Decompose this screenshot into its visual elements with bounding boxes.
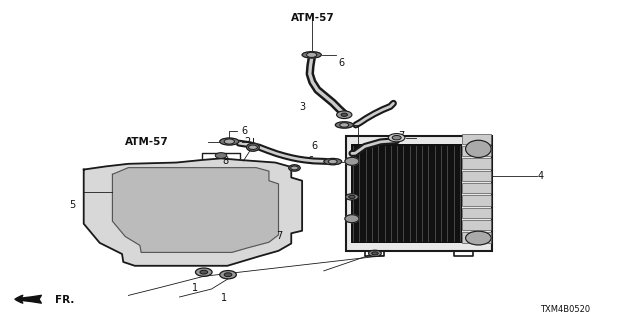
Circle shape — [349, 195, 355, 198]
Text: 6: 6 — [307, 156, 314, 166]
Ellipse shape — [466, 140, 491, 157]
Circle shape — [220, 270, 236, 279]
Circle shape — [392, 135, 401, 140]
Circle shape — [328, 159, 337, 164]
Text: 6: 6 — [241, 126, 248, 136]
Text: 4: 4 — [537, 171, 543, 181]
Circle shape — [340, 123, 349, 127]
Bar — [462, 146, 490, 156]
Bar — [462, 208, 490, 218]
Polygon shape — [113, 168, 278, 252]
Text: 3: 3 — [300, 102, 306, 112]
Bar — [462, 232, 490, 243]
Ellipse shape — [302, 52, 321, 58]
Text: 7: 7 — [276, 231, 283, 241]
Ellipse shape — [220, 138, 239, 145]
Circle shape — [195, 268, 212, 276]
Text: 6: 6 — [338, 58, 344, 68]
Circle shape — [341, 113, 348, 116]
Circle shape — [215, 153, 227, 158]
Text: 1: 1 — [192, 283, 198, 293]
Bar — [462, 158, 490, 169]
Circle shape — [369, 250, 381, 257]
Ellipse shape — [335, 122, 353, 128]
Ellipse shape — [345, 215, 359, 223]
Ellipse shape — [345, 157, 359, 165]
Bar — [462, 183, 490, 194]
Text: ATM-57: ATM-57 — [125, 138, 169, 148]
Ellipse shape — [466, 231, 491, 245]
Text: 2: 2 — [244, 137, 251, 147]
Circle shape — [307, 52, 317, 57]
Ellipse shape — [324, 158, 342, 165]
Text: ATM-57: ATM-57 — [291, 13, 335, 23]
Text: TXM4B0520: TXM4B0520 — [540, 305, 591, 314]
Text: FR.: FR. — [55, 295, 74, 305]
Circle shape — [200, 270, 207, 274]
Text: 7: 7 — [398, 131, 404, 141]
Circle shape — [224, 139, 234, 144]
Circle shape — [248, 145, 257, 149]
Text: 1: 1 — [221, 293, 227, 303]
Bar — [351, 144, 463, 243]
Circle shape — [372, 252, 378, 255]
Circle shape — [291, 166, 298, 170]
Text: 5: 5 — [70, 200, 76, 210]
Circle shape — [388, 133, 405, 142]
Bar — [462, 171, 490, 181]
Polygon shape — [84, 158, 302, 266]
Ellipse shape — [246, 143, 259, 151]
Circle shape — [337, 111, 352, 119]
Text: 8: 8 — [222, 156, 228, 166]
Bar — [462, 133, 490, 144]
Bar — [346, 136, 492, 251]
Bar — [462, 195, 490, 206]
Text: 6: 6 — [312, 141, 318, 151]
Circle shape — [346, 194, 358, 200]
Ellipse shape — [289, 165, 300, 171]
Circle shape — [224, 273, 232, 276]
Bar — [462, 220, 490, 230]
